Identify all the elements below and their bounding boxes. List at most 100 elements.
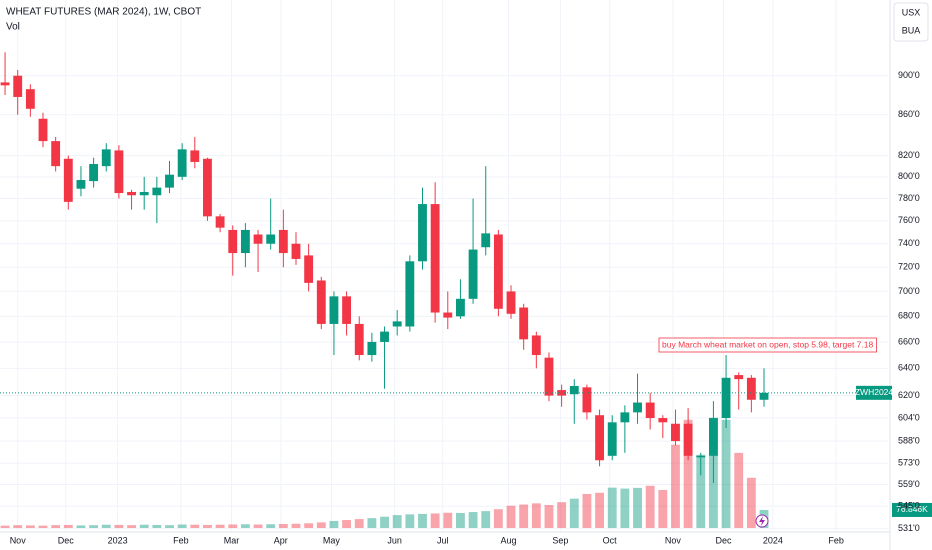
y-tick-label: 588'0 — [898, 435, 920, 445]
unit-label[interactable]: BUA — [902, 25, 921, 35]
volume-bar — [443, 512, 453, 528]
candle-body — [430, 204, 440, 313]
unit-box[interactable] — [893, 2, 929, 42]
y-tick-label: 545'0 — [898, 501, 920, 511]
volume-bar — [519, 504, 529, 528]
candle-body — [506, 291, 516, 314]
candle-body — [0, 82, 10, 86]
candle-body — [240, 229, 250, 254]
candle-body — [443, 312, 453, 318]
volume-legend: Vol — [6, 22, 20, 33]
candle-body — [76, 180, 86, 189]
candle-body — [291, 243, 301, 259]
volume-bar — [304, 523, 314, 528]
volume-bar — [266, 524, 276, 528]
chart-title: WHEAT FUTURES (MAR 2024), 1W, CBOT — [6, 7, 201, 18]
volume-tag — [892, 502, 932, 517]
volume-bar — [342, 520, 352, 528]
y-tick-label: 760'0 — [898, 215, 920, 225]
volume-bar — [51, 525, 61, 528]
volume-bar — [203, 524, 212, 528]
volume-value-label: 76.846K — [896, 504, 928, 514]
volume-bar — [38, 525, 48, 528]
candle-body — [481, 233, 491, 248]
volume-bar — [380, 516, 389, 528]
currency-label[interactable]: USX — [902, 7, 921, 17]
volume-bar — [0, 525, 10, 528]
candle-body — [89, 164, 99, 182]
y-tick-label: 820'0 — [898, 150, 920, 160]
candle-body — [696, 455, 706, 458]
candle-body — [38, 118, 48, 142]
volume-bar — [190, 524, 200, 528]
candle-body — [734, 375, 744, 380]
volume-bar — [392, 515, 402, 528]
y-tick-label: 573'0 — [898, 458, 920, 468]
candle-body — [380, 331, 389, 342]
candle-body — [607, 422, 617, 456]
candle-body — [405, 261, 415, 327]
volume-bar — [114, 524, 124, 528]
volume-bar — [25, 525, 35, 528]
volume-bar — [645, 485, 655, 528]
candle-body — [746, 377, 756, 400]
candle-body — [531, 335, 541, 356]
candle-body — [468, 249, 478, 299]
candle-body — [633, 402, 642, 413]
candle-body — [354, 323, 364, 356]
volume-bar — [569, 498, 579, 528]
volume-bar — [531, 503, 541, 528]
y-tick-label: 640'0 — [898, 363, 920, 373]
candle-body — [456, 298, 465, 317]
candle-body — [278, 229, 288, 254]
x-tick-label: Feb — [173, 535, 189, 545]
candle-body — [127, 191, 136, 196]
volume-bar — [456, 512, 465, 528]
y-tick-label: 660'0 — [898, 336, 920, 346]
volume-bar — [430, 513, 440, 528]
y-tick-label: 559'0 — [898, 479, 920, 489]
overlay: ZWH2024 76.846K buy March wheat market on … — [0, 337, 932, 517]
candle-body — [215, 216, 225, 228]
candles — [0, 52, 769, 483]
volume-bar — [177, 524, 187, 528]
x-tick-label: Dec — [716, 535, 733, 545]
candle-body — [51, 141, 61, 167]
volume-bar — [240, 524, 250, 528]
candle-body — [316, 280, 326, 324]
volume-bar — [63, 524, 73, 528]
y-tick-label: 604'0 — [898, 412, 920, 422]
candle-body — [253, 234, 263, 244]
volume-bar — [557, 502, 567, 528]
volume-bar — [329, 520, 339, 528]
volume-pane — [0, 417, 769, 528]
volume-bar — [620, 488, 630, 528]
volume-bar — [278, 524, 288, 528]
volume-bar — [418, 513, 427, 528]
grid — [0, 0, 890, 532]
y-tick-label: 800'0 — [898, 171, 920, 181]
candle-body — [63, 158, 73, 202]
volume-bar — [127, 525, 136, 528]
candle-body — [620, 412, 630, 423]
symbol-label: ZWH2024 — [855, 387, 894, 397]
volume-bar — [481, 511, 491, 528]
candle-body — [101, 149, 111, 167]
candle-body — [329, 296, 339, 324]
x-tick-label: 2023 — [108, 535, 128, 545]
y-tick-label: 720'0 — [898, 262, 920, 272]
volume-bar — [76, 525, 86, 528]
candle-body — [367, 341, 377, 356]
candle-body — [493, 234, 503, 309]
volume-bar — [506, 505, 516, 528]
candle-body — [177, 149, 187, 177]
volume-bar — [468, 512, 478, 528]
y-tick-label: 680'0 — [898, 311, 920, 321]
x-tick-label: Oct — [603, 535, 618, 545]
x-tick-label: Jul — [437, 535, 449, 545]
candle-body — [25, 89, 35, 109]
volume-bar — [139, 524, 149, 528]
y-tick-label: 700'0 — [898, 286, 920, 296]
